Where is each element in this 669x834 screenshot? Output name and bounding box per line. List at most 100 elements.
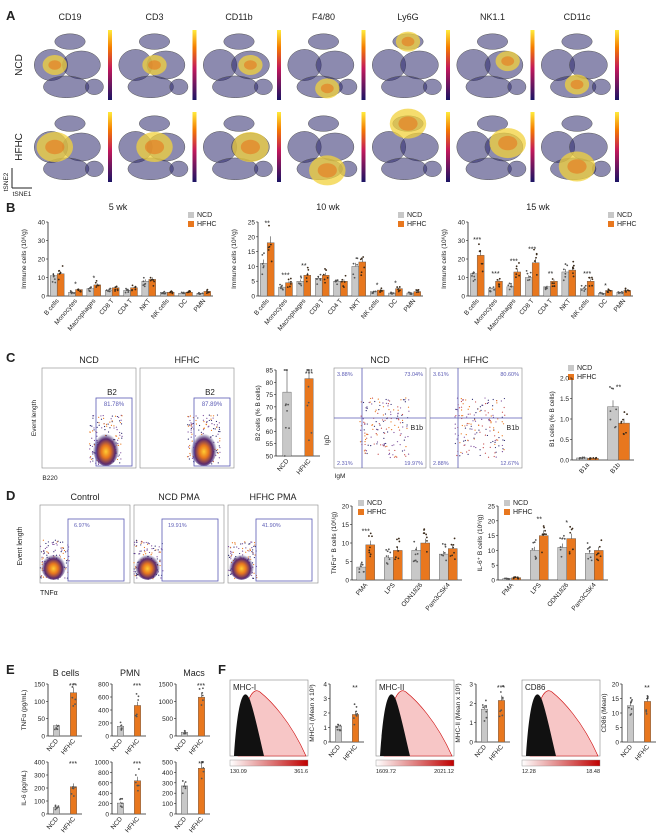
data-point: [184, 787, 187, 790]
y-tick-label: 600: [98, 695, 109, 702]
flow-event: [393, 456, 396, 458]
tsne-hot-core: [501, 56, 515, 66]
flow-event: [502, 448, 504, 450]
bar: [335, 725, 342, 743]
data-point: [543, 533, 546, 535]
data-point: [121, 806, 123, 808]
y-tick-label: 10: [38, 275, 46, 282]
tsne-map: [541, 30, 619, 100]
data-point: [71, 696, 74, 699]
category-label: NCD: [110, 816, 125, 832]
flow-event: [494, 439, 496, 442]
data-point: [425, 536, 428, 539]
data-point: [360, 271, 363, 274]
y-tick-label: 200: [162, 791, 173, 798]
flow-event: [68, 560, 70, 562]
significance-mark: **: [644, 685, 650, 692]
tsne-map: [203, 112, 281, 182]
flow-event: [252, 577, 255, 579]
y-tick-label: 800: [98, 770, 109, 777]
data-point: [645, 712, 648, 715]
flow-event: [230, 552, 232, 554]
data-point: [423, 529, 425, 531]
category-label: NCD: [328, 744, 343, 760]
data-point: [532, 541, 535, 544]
flow-event: [214, 428, 216, 430]
data-point: [360, 561, 363, 564]
flow-event: [399, 434, 401, 436]
data-point: [415, 548, 417, 551]
flow-event: [456, 438, 458, 440]
flow-event: [464, 427, 467, 429]
data-point: [70, 792, 73, 795]
data-point: [300, 276, 303, 279]
data-point: [625, 291, 627, 293]
data-point: [508, 288, 511, 291]
flow-event: [146, 548, 148, 550]
data-point: [498, 715, 501, 718]
significance-mark: ***: [510, 259, 518, 266]
histogram: CD86 12.28 18.48: [521, 679, 601, 775]
flow-event: [234, 577, 236, 580]
data-point: [628, 289, 630, 292]
data-point: [388, 558, 391, 561]
flow-event: [364, 438, 367, 441]
flow-event: [382, 414, 384, 416]
legend-swatch: [188, 221, 194, 227]
flow-event: [486, 434, 489, 437]
data-point: [171, 292, 174, 295]
flow-event: [198, 429, 200, 431]
flow-event: [248, 550, 250, 552]
flow-event: [462, 403, 464, 405]
data-point: [289, 283, 292, 285]
bar: [181, 785, 188, 815]
flow-event: [484, 410, 486, 412]
data-point: [445, 559, 448, 562]
flow-event: [472, 420, 474, 422]
data-point: [182, 785, 185, 788]
flow-event: [470, 445, 472, 447]
data-point: [362, 256, 365, 258]
data-point: [268, 224, 270, 227]
data-point: [493, 288, 496, 291]
flow-event: [403, 449, 406, 451]
data-point: [335, 726, 338, 729]
flow-event: [215, 420, 218, 423]
data-point: [267, 249, 270, 251]
flow-event: [404, 454, 406, 456]
tsne-hot-core: [401, 36, 415, 47]
color-scale-bar: [277, 30, 281, 100]
bar: [86, 288, 95, 297]
data-point: [416, 552, 419, 555]
flow-event: [366, 452, 368, 455]
data-point: [352, 273, 355, 276]
data-point: [284, 404, 287, 407]
data-point: [551, 282, 554, 284]
data-point: [107, 290, 109, 293]
flow-title: NCD PMA: [158, 492, 200, 502]
marker-title: F4/80: [312, 12, 335, 22]
tsne-cluster: [84, 160, 104, 177]
flow-event: [475, 412, 477, 414]
flow-event: [474, 419, 476, 421]
y-tick-label: 30: [38, 238, 46, 245]
flow-event: [397, 413, 399, 415]
flow-event: [92, 460, 94, 462]
data-point: [181, 780, 184, 782]
bar: [539, 535, 549, 581]
flow-event: [92, 415, 94, 417]
flow-event: [460, 400, 463, 403]
y-tick-label: 50: [266, 454, 274, 461]
data-point: [201, 699, 204, 702]
data-point: [528, 278, 531, 281]
data-point: [398, 540, 401, 543]
data-point: [392, 292, 395, 295]
panel-letter-c: C: [6, 350, 16, 365]
flow-event: [190, 425, 192, 427]
flow-event: [389, 456, 391, 459]
data-point: [553, 282, 555, 285]
category-label: NCD: [174, 816, 189, 832]
flow-event: [359, 421, 361, 423]
tsne-cluster: [62, 50, 101, 80]
flow-event: [475, 446, 477, 449]
